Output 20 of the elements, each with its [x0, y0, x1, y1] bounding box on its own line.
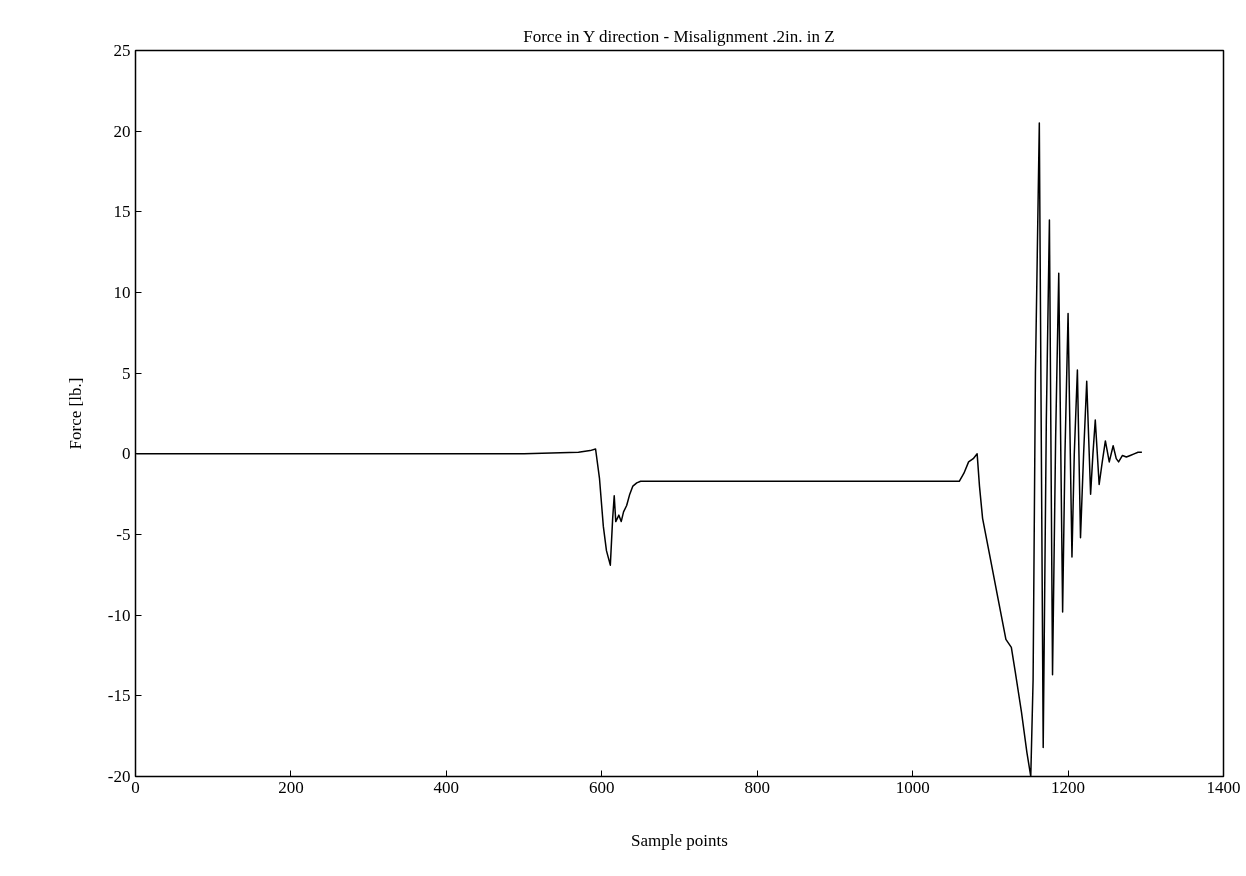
- y-tick-label: 25: [113, 41, 131, 60]
- y-tick-label: 20: [113, 121, 131, 141]
- y-tick-label: -15: [107, 686, 131, 706]
- x-tick-label: 1200: [1051, 777, 1086, 797]
- x-tick-label: 200: [278, 777, 304, 797]
- y-tick-label: -10: [107, 605, 131, 625]
- x-axis-title: Sample points: [631, 830, 728, 850]
- y-tick-label: 5: [122, 363, 131, 383]
- x-tick-label: 600: [589, 777, 615, 797]
- x-tick-label: 800: [744, 777, 770, 797]
- y-tick-label: 10: [113, 283, 131, 302]
- y-tick-label: -20: [107, 767, 131, 786]
- x-tick-label: 400: [433, 777, 460, 797]
- y-tick-label: 0: [122, 444, 131, 464]
- x-tick-label: 1000: [895, 777, 930, 797]
- chart-title: Force in Y direction - Misalignment .2in. in Z: [523, 26, 835, 46]
- x-tick-label: 1400: [1206, 777, 1241, 797]
- y-axis-title: Force [lb.]: [65, 377, 85, 450]
- y-tick-label: -5: [116, 525, 131, 544]
- y-tick-label: 15: [113, 202, 131, 222]
